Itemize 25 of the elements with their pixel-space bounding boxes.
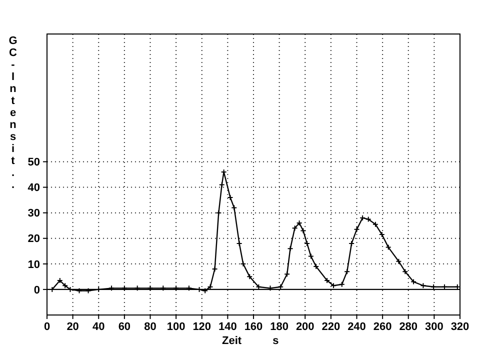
x-tick-label: 120 [192, 321, 212, 333]
x-tick-label: 220 [322, 321, 340, 333]
x-tick-label: 160 [244, 321, 263, 333]
y-tick-label: 30 [28, 208, 40, 220]
x-tick-label: 0 [44, 321, 50, 333]
text: GC-Intensit.. [8, 35, 18, 191]
x-tick-label: 140 [218, 321, 237, 333]
x-tick-label: 40 [92, 321, 105, 333]
x-tick-label: 280 [399, 321, 418, 333]
x-tick-label: 80 [144, 321, 156, 333]
x-tick-label: 320 [450, 321, 470, 333]
x-tick-label: 240 [348, 321, 366, 333]
x-tick-label: 180 [270, 321, 288, 333]
x-tick-label: 100 [166, 321, 186, 333]
x-tick-label: 20 [66, 321, 79, 333]
x-tick-label: 60 [118, 321, 131, 333]
x-tick-label: 260 [373, 321, 392, 333]
x-tick-label: 300 [425, 321, 444, 333]
y-tick-label: 20 [28, 233, 40, 246]
y-tick-label: 40 [28, 182, 40, 194]
y-tick-label: 50 [28, 156, 40, 169]
y-tick-label: 0 [34, 284, 40, 296]
x-tick-label: 200 [296, 321, 314, 333]
x-axis-title: Zeit s [222, 335, 279, 347]
y-tick-label: 10 [28, 258, 40, 271]
